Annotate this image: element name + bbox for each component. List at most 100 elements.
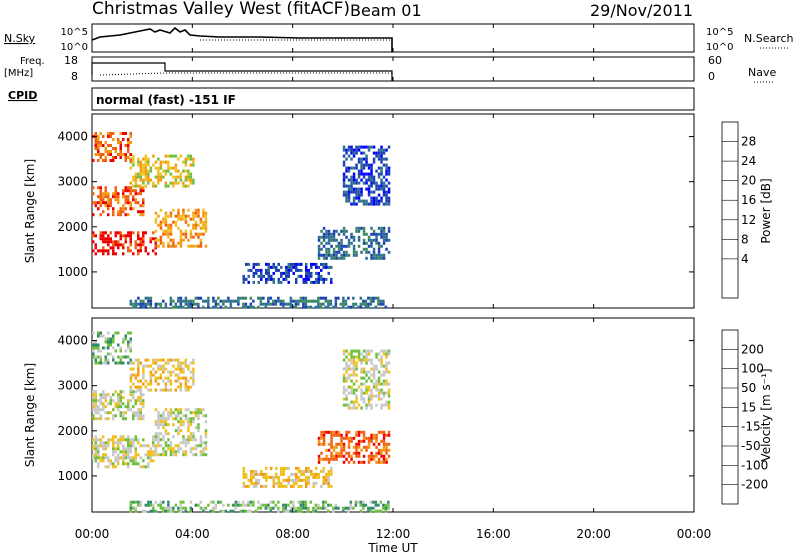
power-cell <box>144 249 147 253</box>
velocity-cell <box>154 376 158 380</box>
velocity-cell <box>92 456 95 460</box>
velocity-cell <box>164 417 168 421</box>
velocity-cell <box>265 472 268 476</box>
velocity-cell <box>102 441 105 445</box>
velocity-cell <box>94 435 97 439</box>
power-cell <box>247 262 250 266</box>
power-cell <box>385 172 388 176</box>
power-cell <box>257 280 260 284</box>
velocity-cell <box>192 358 195 362</box>
velocity-cell <box>144 453 147 457</box>
power-cell <box>292 305 295 309</box>
velocity-cell <box>384 509 388 513</box>
velocity-cell <box>114 450 117 454</box>
velocity-cell <box>144 503 148 507</box>
velocity-cell <box>117 441 120 445</box>
power-cell <box>270 274 273 278</box>
power-cell <box>382 163 386 167</box>
power-cell <box>109 237 112 241</box>
power-cell <box>124 237 127 241</box>
velocity-cell <box>352 460 356 464</box>
velocity-cell <box>177 509 180 513</box>
velocity-cell <box>127 343 130 347</box>
velocity-cell <box>189 411 193 415</box>
velocity-cell <box>107 337 110 341</box>
power-cell <box>275 268 278 272</box>
velocity-cell <box>104 465 107 469</box>
power-cell <box>189 229 193 233</box>
power-cell <box>179 172 183 176</box>
velocity-cell <box>227 503 230 507</box>
power-cell <box>167 163 170 167</box>
nave-tick-bottom: 0 <box>708 70 715 83</box>
power-cell <box>224 305 228 309</box>
power-cell <box>245 262 248 266</box>
velocity-cell <box>169 441 173 445</box>
power-cell <box>189 244 193 248</box>
power-cell <box>385 202 388 206</box>
power-cell <box>144 160 148 164</box>
velocity-cell <box>184 441 188 445</box>
power-cell <box>380 235 383 239</box>
power-cell <box>364 299 368 303</box>
power-cell <box>367 175 371 179</box>
power-cell <box>370 241 373 245</box>
velocity-cell <box>149 456 152 460</box>
power-cell <box>107 207 110 211</box>
power-cell <box>357 238 361 242</box>
power-cell <box>370 196 373 200</box>
velocity-cell <box>132 411 135 415</box>
velocity-cell <box>199 500 203 504</box>
power-cell <box>327 271 330 275</box>
velocity-cell <box>327 472 330 476</box>
velocity-cell <box>207 503 210 507</box>
velocity-cell <box>370 391 373 395</box>
velocity-cell <box>312 506 315 510</box>
velocity-cell <box>137 379 140 383</box>
velocity-cell <box>147 462 150 466</box>
power-cell <box>169 296 173 300</box>
power-cell <box>199 217 203 221</box>
power-cell <box>132 207 135 211</box>
power-cell <box>342 175 346 179</box>
power-cell <box>387 229 391 233</box>
power-cell <box>197 244 200 248</box>
power-cell <box>360 187 363 191</box>
velocity-cell <box>352 367 356 371</box>
velocity-cell <box>367 397 371 401</box>
velocity-cell <box>294 509 298 513</box>
velocity-cell <box>157 426 160 430</box>
power-cell <box>317 238 321 242</box>
velocity-cell <box>97 399 100 403</box>
velocity-cell <box>345 397 348 401</box>
power-cell <box>357 193 361 197</box>
power-cell <box>202 226 205 230</box>
velocity-cell <box>355 388 358 392</box>
power-cell <box>347 193 351 197</box>
velocity-cell <box>104 355 107 359</box>
power-cell <box>157 178 160 182</box>
power-cell <box>117 210 120 214</box>
power-cell <box>179 229 183 233</box>
velocity-cell <box>357 439 361 443</box>
velocity-cell <box>330 454 333 458</box>
velocity-cell <box>119 346 122 350</box>
power-cell <box>92 186 95 190</box>
power-cell <box>92 159 95 162</box>
power-cell <box>375 184 378 188</box>
velocity-cell <box>119 355 122 359</box>
power-cell <box>302 299 305 303</box>
velocity-cell <box>249 509 253 513</box>
velocity-cell <box>107 438 110 442</box>
velocity-cell <box>344 506 348 510</box>
power-cell <box>97 207 100 211</box>
velocity-cell <box>107 352 110 356</box>
power-cell <box>365 250 368 254</box>
power-cell <box>320 229 323 233</box>
velocity-cell <box>142 382 145 386</box>
velocity-cell <box>365 355 368 359</box>
velocity-cell <box>134 385 138 389</box>
power-cell <box>330 280 333 284</box>
power-cell <box>375 253 378 257</box>
velocity-cell <box>304 506 308 510</box>
